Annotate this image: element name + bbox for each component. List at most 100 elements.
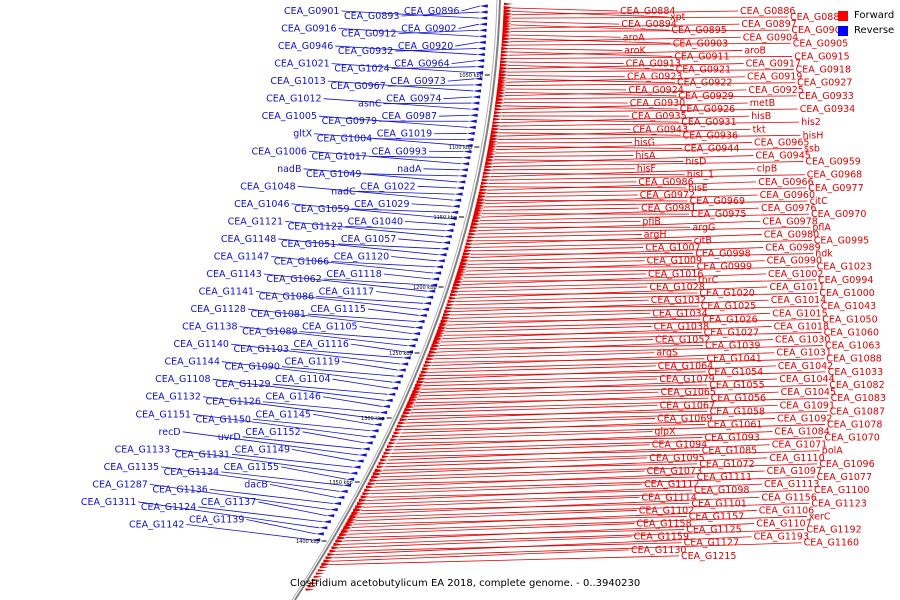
forward-leader-line <box>442 326 772 340</box>
reverse-gene-label: CEA_G1129 <box>215 379 270 390</box>
forward-gene-block <box>307 585 317 588</box>
reverse-leader-line <box>401 11 480 17</box>
forward-gene-label: CEA_G0903 <box>673 38 728 49</box>
reverse-gene-label: nadA <box>397 164 422 175</box>
reverse-leader-line <box>359 326 413 335</box>
forward-leader-line <box>492 161 804 167</box>
forward-gene-block <box>447 300 457 303</box>
forward-gene-block <box>402 412 412 415</box>
forward-gene-block <box>399 418 409 422</box>
forward-gene-label: clpB <box>757 164 777 175</box>
forward-gene-label: CEA_G0934 <box>800 104 855 115</box>
forward-gene-label: CEA_G1063 <box>825 341 880 352</box>
reverse-gene-label: CEA_G1116 <box>293 339 348 350</box>
scale-tick-label: 1050 kbp <box>459 73 483 79</box>
forward-gene-label: CEA_G1156 <box>761 492 816 503</box>
forward-gene-block <box>362 492 372 495</box>
forward-leader-line <box>459 286 648 292</box>
forward-gene-block <box>440 319 450 322</box>
forward-gene-label: CEA_G1107 <box>756 519 811 530</box>
reverse-leader-line <box>297 185 454 201</box>
reverse-gene-label: CEA_G0974 <box>386 94 441 105</box>
forward-leader-line <box>502 105 678 110</box>
forward-leader-line <box>487 181 757 191</box>
forward-gene-label: CEA_G1038 <box>654 321 709 332</box>
reverse-leader-line <box>212 378 385 401</box>
forward-gene-block <box>494 108 504 111</box>
reverse-gene-arrow <box>462 156 471 160</box>
forward-gene-block <box>453 284 463 287</box>
forward-gene-block <box>408 399 418 402</box>
forward-gene-label: CEA_G0925 <box>748 85 803 96</box>
forward-leader-line <box>404 418 656 427</box>
forward-gene-block <box>371 476 381 479</box>
reverse-leader-line <box>186 524 313 541</box>
forward-gene-label: CEA_G1110 <box>769 453 824 464</box>
reverse-gene-arrow <box>468 119 477 123</box>
reverse-leader-line <box>341 10 480 19</box>
forward-gene-label: aroA <box>623 32 645 43</box>
forward-leader-line <box>507 64 674 70</box>
forward-gene-block <box>346 521 356 524</box>
forward-leader-line <box>503 95 797 100</box>
forward-gene-label: CEA_G0989 <box>765 243 820 254</box>
reverse-gene-label: CEA_G1040 <box>348 216 403 227</box>
forward-gene-label: CEA_G1073 <box>647 466 702 477</box>
forward-gene-block <box>493 111 503 114</box>
forward-gene-block <box>499 66 509 70</box>
reverse-gene-label: CEA_G1012 <box>266 94 321 105</box>
forward-gene-block <box>488 143 498 146</box>
reverse-gene-arrow <box>457 180 466 184</box>
forward-gene-label: argG <box>692 222 715 233</box>
reverse-gene-arrow <box>342 483 351 487</box>
forward-gene-block <box>372 473 382 476</box>
forward-gene-block <box>498 73 508 76</box>
forward-leader-line <box>377 470 645 481</box>
forward-gene-label: CEA_G0980 <box>764 229 819 240</box>
forward-gene-label: CEA_G1042 <box>778 361 833 372</box>
forward-gene-label: CEA_G0965 <box>754 137 809 148</box>
reverse-leader-line <box>367 308 419 316</box>
scale-tick-label: 1100 kbp <box>449 145 473 151</box>
forward-gene-label: CEA_G0905 <box>793 38 848 49</box>
forward-leader-line <box>410 404 658 414</box>
forward-leader-line <box>424 371 826 383</box>
reverse-leader-line <box>322 396 382 407</box>
legend-label-forward: Forward <box>854 10 895 21</box>
reverse-leader-line <box>423 168 460 171</box>
forward-gene-label: CEA_G1112 <box>644 479 699 490</box>
reverse-gene-label: CEA_G0946 <box>278 41 333 52</box>
reverse-leader-line <box>290 348 403 359</box>
reverse-gene-label: CEA_G1048 <box>240 181 295 192</box>
reverse-gene-arrow <box>476 59 485 63</box>
forward-leader-line <box>507 69 794 73</box>
reverse-gene-arrow <box>379 410 388 415</box>
forward-gene-block <box>469 230 479 233</box>
reverse-leader-line <box>451 60 477 64</box>
forward-gene-label: CEA_G0911 <box>674 51 729 62</box>
forward-gene-block <box>423 364 433 367</box>
forward-gene-block <box>492 124 502 127</box>
forward-leader-line <box>420 378 778 393</box>
reverse-gene-label: CEA_G0964 <box>394 59 449 70</box>
forward-leader-line <box>510 37 671 44</box>
reverse-gene-arrow <box>355 459 364 463</box>
reverse-gene-arrow <box>474 77 483 81</box>
forward-gene-label: CEA_G0924 <box>628 85 683 96</box>
forward-gene-block <box>414 386 424 390</box>
forward-leader-line <box>468 253 814 262</box>
forward-gene-block <box>445 306 455 310</box>
forward-gene-block <box>481 182 491 185</box>
forward-gene-block <box>333 543 343 546</box>
reverse-gene-arrow <box>322 520 331 524</box>
reverse-gene-label: CEA_G1131 <box>175 449 230 460</box>
forward-gene-block <box>338 534 348 537</box>
forward-gene-label: CEA_G1002 <box>768 269 823 280</box>
forward-leader-line <box>484 194 758 205</box>
forward-gene-block <box>405 406 415 409</box>
forward-gene-block <box>470 226 480 230</box>
forward-gene-block <box>486 153 496 156</box>
forward-gene-block <box>501 44 511 47</box>
forward-gene-label: CEA_G0978 <box>762 216 817 227</box>
forward-gene-label: CEA_G1061 <box>707 419 762 430</box>
